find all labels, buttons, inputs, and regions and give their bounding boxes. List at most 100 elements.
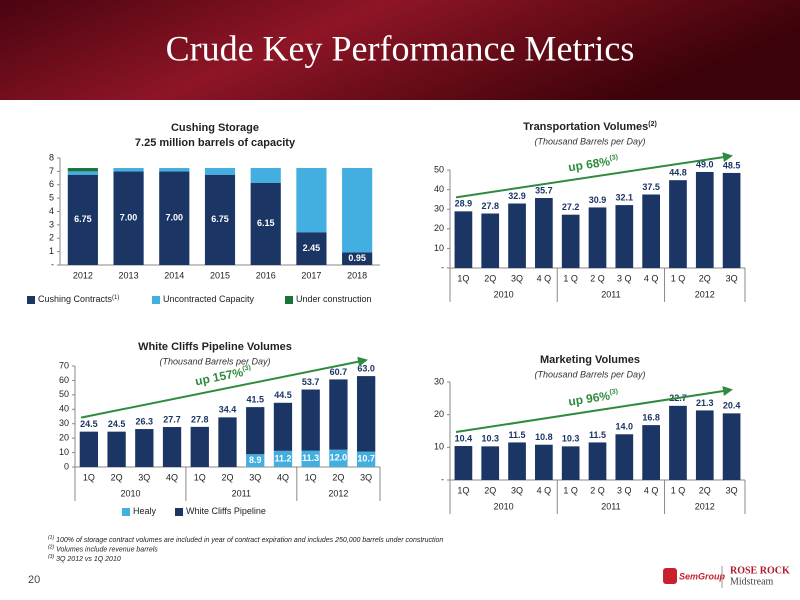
page-number: 20 [28,574,40,586]
y-tick-label: - [441,474,444,484]
chart-title: Marketing Volumes [540,354,640,366]
bar-segment [67,174,98,265]
x-tick-label: 4 Q [537,485,552,495]
data-label: 11.5 [509,430,526,440]
annotation: up 68%(3) [567,153,619,174]
data-label: 27.8 [481,201,499,211]
y-tick-label: 8 [49,152,54,162]
data-label: 10.3 [481,434,499,444]
y-tick-label: 5 [49,193,54,203]
y-tick-label: 60 [59,375,69,385]
legend-swatch [175,508,183,516]
data-label: 27.2 [562,202,580,212]
y-tick-label: 40 [434,184,444,194]
logo-text: ROSE ROCK [730,565,790,576]
y-tick-label: 20 [434,409,444,419]
data-label: 49.0 [696,159,714,169]
x-tick-label: 3Q [249,472,261,482]
logo-text: Midstream [730,576,774,587]
x-group-label: 2012 [695,289,715,299]
bar-segment [113,168,144,172]
total-label: 53.7 [302,377,320,387]
legend-swatch [122,508,130,516]
legend-swatch [285,296,293,304]
chart: Transportation Volumes(2) (Thousand Barre… [434,121,746,302]
x-tick-label: 4 Q [537,273,552,283]
x-tick-label: 3Q [138,472,150,482]
bar-segment [250,168,281,183]
x-tick-label: 1Q [83,472,95,482]
y-tick-label: - [441,262,444,272]
legend-entry: Under construction [296,294,372,304]
y-tick-label: 30 [59,418,69,428]
x-tick-label: 2012 [73,270,93,280]
y-tick-label: 50 [59,389,69,399]
data-label: 20.4 [723,401,741,411]
data-label: 10.7 [357,454,375,464]
annotation-note: (3) [609,388,619,396]
total-label: 27.7 [163,414,181,424]
data-label: 14.0 [616,422,634,432]
y-tick-label: 70 [59,360,69,370]
chart-title: Cushing Storage [171,122,259,134]
data-label: 21.3 [696,398,714,408]
y-tick-label: 20 [59,433,69,443]
bar [454,211,473,268]
bar [669,405,687,480]
bar [588,442,607,480]
data-label: 10.4 [455,433,473,443]
bar [588,207,607,268]
x-tick-label: 1Q [457,273,469,283]
data-label: 35.7 [535,185,553,195]
legend-name: Uncontracted Capacity [163,294,255,304]
bar-segment [356,376,376,452]
data-label: 11.3 [302,453,319,463]
total-label: 24.5 [80,419,98,429]
logo-icon [663,568,677,584]
legend-swatch [152,296,160,304]
legend-entry: White Cliffs Pipeline [186,506,266,516]
x-group-label: 2011 [601,501,620,511]
legend-entry: Uncontracted Capacity [163,294,255,304]
x-tick-label: 4 Q [644,273,659,283]
x-tick-label: 2 Q [590,273,605,283]
bar [508,203,526,268]
x-tick-label: 1Q [194,472,206,482]
y-tick-label: - [51,259,54,269]
x-tick-label: 2014 [164,270,184,280]
footnote-marker: (1) [48,535,54,541]
annotation-text: up 96% [567,389,611,409]
bar-segment [301,389,320,451]
data-label: 32.1 [616,192,634,202]
x-tick-label: 3Q [726,273,738,283]
bar [615,205,634,268]
x-group-label: 2011 [601,289,620,299]
bar-segment [190,426,209,467]
x-tick-label: 3Q [511,273,523,283]
total-label: 27.8 [191,414,209,424]
bar [615,434,634,480]
bar-segment [296,232,327,265]
data-label: 8.9 [249,455,262,465]
data-label: 30.9 [589,195,607,205]
y-tick-label: 20 [434,223,444,233]
bar [561,214,580,268]
total-label: 24.5 [108,419,126,429]
y-tick-label: 40 [59,404,69,414]
chart-subtitle: 7.25 million barrels of capacity [135,137,296,149]
y-tick-label: 7 [49,166,54,176]
data-label: 2.45 [303,243,321,253]
y-tick-label: 30 [434,376,444,386]
chart-title-text: Cushing Storage [171,122,259,134]
annotation-text: up 157% [194,365,245,388]
footnote-text: Volumes include revenue barrels [56,546,158,553]
chart: White Cliffs Pipeline Volumes (Thousand B… [59,341,381,516]
bar-segment [246,407,265,455]
y-tick-label: 10 [59,447,69,457]
y-tick-label: 1 [49,246,54,256]
legend-name: Under construction [296,294,372,304]
data-label: 28.9 [455,199,473,209]
slide-title: Crude Key Performance Metrics [166,28,635,68]
data-label: 7.00 [120,213,138,223]
chart-title-note: (2) [648,121,657,128]
